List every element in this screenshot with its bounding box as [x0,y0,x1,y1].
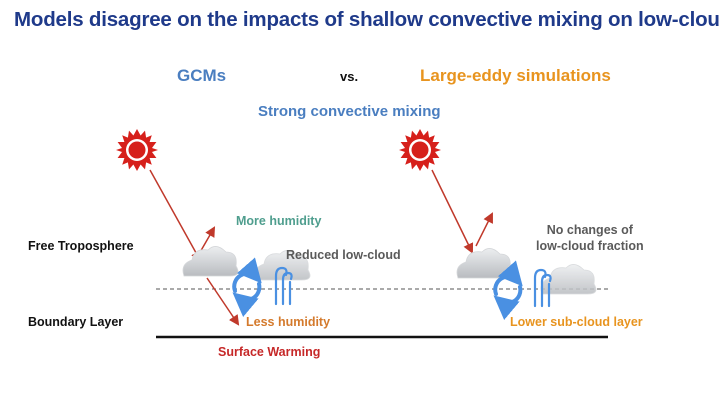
free-troposphere-label: Free Troposphere [28,239,134,253]
no-changes-label: No changes of low-cloud fraction [536,222,644,254]
no-changes-line-1: No changes of [546,223,633,237]
versus-label: vs. [340,69,359,84]
sunlight-arrow-left [149,169,202,262]
sunlight-arrow-right [431,169,474,254]
sun-icon [399,129,441,171]
transmitted-arrow-left [206,277,240,326]
lower-sub-cloud-label: Lower sub-cloud layer [510,315,643,329]
cloud-icon [182,246,239,277]
page-title: Models disagree on the impacts of shallo… [14,8,720,31]
reflected-arrow-right [475,212,493,247]
convective-cycle-icon [495,277,520,303]
more-humidity-label: More humidity [236,214,322,228]
les-heading: Large-eddy simulations [420,66,611,85]
boundary-layer-label: Boundary Layer [28,315,124,329]
surface-warming-label: Surface Warming [218,345,321,359]
convective-cycle-icon [234,274,259,300]
gcm-heading: GCMs [177,66,227,85]
less-humidity-label: Less humidity [246,315,331,329]
sun-icon [116,129,158,171]
updraft-icon [533,268,552,308]
no-changes-line-2: low-cloud fraction [536,239,644,253]
reduced-low-cloud-label: Reduced low-cloud [286,248,401,262]
cloud-icon [456,248,513,279]
subtitle: Strong convective mixing [258,103,441,120]
